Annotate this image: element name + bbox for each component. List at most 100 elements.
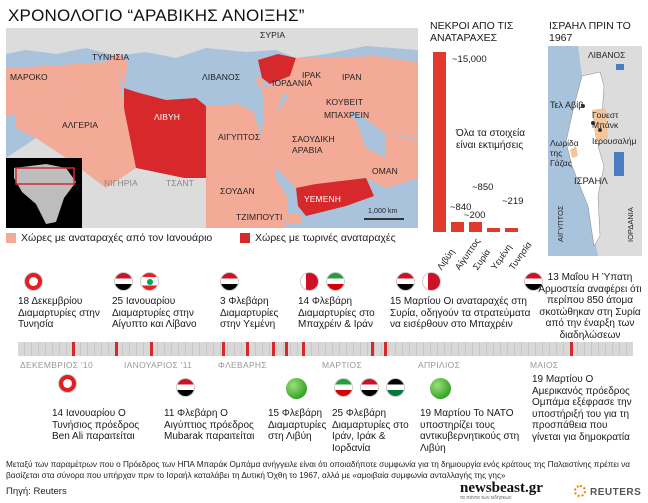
brand-logo: newsbeast.gr τα πάντα των ειδήσεων	[460, 480, 543, 501]
flag-egypt-icon	[114, 272, 133, 291]
deaths-title: ΝΕΚΡΟΙ ΑΠΟ ΤΙΣ ΑΝΑΤΑΡΑΧΕΣ	[430, 20, 514, 44]
iraq-shape	[274, 58, 340, 112]
algeria-shape	[16, 62, 136, 188]
label-iran: ΙΡΑΝ	[342, 72, 362, 82]
deaths-bar	[433, 52, 446, 232]
libya-circle-icon	[430, 378, 451, 399]
timeline-bar	[18, 342, 633, 356]
syria-shape	[258, 54, 296, 84]
flag-syria-icon	[396, 272, 415, 291]
oman-shape	[366, 134, 418, 188]
timeline-tick	[222, 342, 225, 356]
region-map: ΜΑΡΟΚΟ ΑΛΓΕΡΙΑ ΤΥΝΗΣΙΑ ΛΙΒΥΗ ΑΙΓΥΠΤΟΣ ΣΥ…	[6, 28, 418, 228]
reuters-icon	[574, 485, 586, 497]
timeline-tick	[371, 342, 374, 356]
month-may: ΜΑΙΟΣ	[530, 360, 559, 370]
month-dec: ΔΕΚΕΜΒΡΙΟΣ '10	[20, 360, 93, 370]
tunisia-shape	[106, 54, 128, 88]
jordan-shape	[262, 84, 284, 112]
source: Πηγή: Reuters	[6, 486, 67, 497]
timeline-tick	[285, 342, 288, 356]
label-djibouti: ΤΖΙΜΠΟΥΤΙ	[236, 212, 283, 222]
flag-iran-icon	[334, 378, 353, 397]
israel-label-egypt: ΑΙΓΥΠΤΟΣ	[556, 205, 565, 242]
label-yemen: ΥΕΜΕΝΗ	[304, 194, 341, 204]
legend-swatch-protest	[6, 233, 16, 243]
legend-swatch-ongoing	[240, 233, 250, 243]
flag-bahrain-icon	[300, 272, 319, 291]
israel-title: ΙΣΡΑΗΛ ΠΡΙΝ ΤΟ 1967	[549, 20, 631, 44]
israel-label-gaza: Λωρίδα της Γάζας	[550, 138, 579, 168]
israel-label-jerusalem: Ιερουσαλήμ	[592, 136, 637, 146]
label-oman: ΟΜΑΝ	[372, 166, 398, 176]
flag-egypt-icon	[176, 378, 195, 397]
timeline-tick	[150, 342, 153, 356]
israel-label-israel: ΙΣΡΑΗΛ	[574, 176, 608, 187]
event-top-1: 18 Δεκεμβρίου Διαμαρτυρίες στην Τυνησία	[18, 296, 100, 330]
scale-label: 1,000 km	[368, 208, 398, 215]
legend-protest: Χώρες με αναταραχές από τον Ιανουάριο	[6, 232, 212, 244]
israel-label-telaviv: Τελ Αβίβ	[550, 100, 584, 110]
flag-syria-icon	[524, 272, 543, 291]
deaths-note: Όλα τα στοιχεία είναι εκτιμήσεις	[456, 128, 525, 151]
label-tunisia: ΤΥΝΗΣΙΑ	[92, 52, 130, 62]
event-bottom-2: 11 Φλεβάρη Ο Αιγύπτιος πρόεδρος Mubarak …	[164, 408, 255, 442]
deaths-value-label: ~200	[464, 210, 486, 221]
flag-tunisia-icon	[58, 374, 77, 393]
flag-iran-icon	[326, 272, 345, 291]
flag-jordan-icon	[386, 378, 405, 397]
iran-shape	[324, 56, 418, 138]
label-saudi: ΣΑΟΥΔΙΚΗ ΑΡΑΒΙΑ	[292, 134, 335, 155]
event-bottom-1: 14 Ιανουαρίου Ο Τυνήσιος πρόεδρος Ben Al…	[52, 408, 140, 442]
month-apr: ΑΠΡΙΛΙΟΣ	[418, 360, 461, 370]
label-kuwait: ΚΟΥΒΕΙΤ	[326, 97, 364, 107]
deaths-bar	[451, 221, 464, 232]
event-top-6: 13 Μαΐου Η Ύπατη Αρμοστεία αναφέρει ότι …	[538, 272, 642, 341]
label-egypt: ΑΙΓΥΠΤΟΣ	[218, 132, 261, 142]
deaths-value-label: ~850	[472, 182, 494, 193]
timeline-tick	[302, 342, 305, 356]
timeline-tick	[272, 342, 275, 356]
deaths-value-label: ~219	[502, 196, 524, 207]
flag-lebanon-icon	[140, 272, 159, 291]
event-top-3: 3 Φλεβάρη Διαμαρτυρίες στην Υεμένη	[220, 296, 279, 330]
flag-tunisia-icon	[24, 272, 43, 291]
event-top-5: 15 Μαρτίου Οι αναταραχές στη Συρία, οδηγ…	[390, 296, 531, 330]
israel-label-lebanon: ΛΙΒΑΝΟΣ	[588, 50, 626, 60]
event-bottom-6: 19 Μαρτίου Ο Αμερικανός πρόεδρος Ομπάμα …	[532, 374, 632, 443]
israel-label-westbank: Γουεστ Μπάνκ	[592, 110, 619, 130]
month-mar: ΜΑΡΤΙΟΣ	[322, 360, 362, 370]
saudi-shape	[261, 98, 386, 188]
label-bahrain: ΜΠΑΧΡΕΙΝ	[324, 110, 370, 120]
timeline-tick	[246, 342, 249, 356]
month-feb: ΦΛΕΒΑΡΗΣ	[218, 360, 267, 370]
event-bottom-3: 15 Φλεβάρη Διαμαρτυρίες στη Λιβύη	[268, 408, 327, 442]
label-niger: ΝΙΓΗΡΙΑ	[104, 178, 138, 188]
deaths-category-label: Λιβύη	[435, 247, 457, 272]
label-chad: ΤΣΑΝΤ	[166, 178, 194, 188]
label-iraq: ΙΡΑΚ	[302, 70, 322, 80]
label-sudan: ΣΟΥΔΑΝ	[220, 186, 255, 196]
israel-map: ΛΙΒΑΝΟΣ Τελ Αβίβ Γουεστ Μπάνκ Ιερουσαλήμ…	[548, 46, 642, 256]
deaths-bar	[505, 228, 518, 232]
libya-shape	[124, 88, 206, 178]
timeline-tick	[384, 342, 387, 356]
deaths-value-label: ~15,000	[452, 54, 487, 65]
label-libya: ΛΙΒΥΗ	[154, 112, 181, 122]
flag-bahrain-icon	[422, 272, 441, 291]
deaths-bar	[469, 221, 482, 232]
timeline-tick	[115, 342, 118, 356]
label-lebanon: ΛΙΒΑΝΟΣ	[202, 72, 241, 82]
label-algeria: ΑΛΓΕΡΙΑ	[62, 120, 99, 130]
deaths-category-label: Τυνησία	[507, 239, 534, 272]
sudan-shape	[206, 178, 288, 228]
legend-ongoing: Χώρες με τωρινές αναταραχές	[240, 232, 396, 244]
footnote: Μεταξύ των παραμέτρων που ο Πρόεδρος των…	[6, 460, 630, 480]
deaths-bar	[487, 228, 500, 232]
label-jordan: ΙΟΡΔΑΝΙΑ	[272, 78, 313, 88]
event-top-4: 14 Φλεβάρη Διαμαρτυρίες στο Μπαχρέιν & Ι…	[298, 296, 375, 330]
timeline-tick	[72, 342, 75, 356]
event-top-2: 25 Ιανουαρίου Διαμαρτυρίες στην Αίγυπτο …	[112, 296, 197, 330]
label-morocco: ΜΑΡΟΚΟ	[10, 72, 48, 82]
page-title: ΧΡΟΝΟΛΟΓΙΟ “ΑΡΑΒΙΚΗΣ ΑΝΟΙΞΗΣ”	[8, 6, 305, 25]
